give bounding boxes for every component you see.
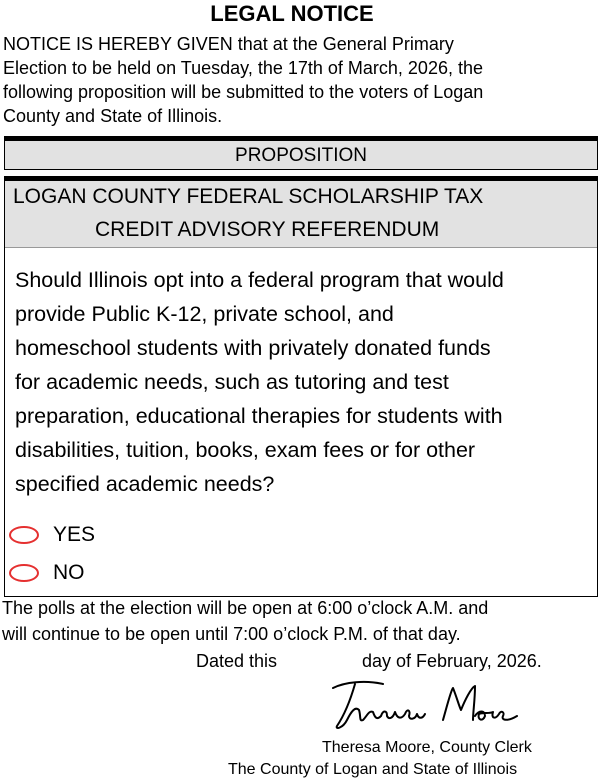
question-line: homeschool students with privately donat… xyxy=(15,336,491,360)
question-line: specified academic needs? xyxy=(15,472,275,496)
dated-prefix: Dated this xyxy=(196,651,278,671)
question-line: for academic needs, such as tutoring and… xyxy=(15,370,449,394)
footer-line: will continue to be open until 7:00 o’cl… xyxy=(2,624,461,644)
option-no[interactable]: NO xyxy=(9,561,85,585)
signer-name: Theresa Moore, County Clerk xyxy=(322,739,532,756)
proposition-box: LOGAN COUNTY FEDERAL SCHOLARSHIP TAX CRE… xyxy=(4,176,598,597)
signature-image xyxy=(332,680,518,729)
proposition-title-line: LOGAN COUNTY FEDERAL SCHOLARSHIP TAX xyxy=(13,185,484,208)
proposition-title-line: CREDIT ADVISORY REFERENDUM xyxy=(95,218,440,241)
footer-line: The polls at the election will be open a… xyxy=(2,598,489,618)
intro-line: County and State of Illinois. xyxy=(3,106,223,126)
option-label: NO xyxy=(53,561,85,584)
question-line: Should Illinois opt into a federal progr… xyxy=(15,268,504,292)
proposition-header: PROPOSITION xyxy=(4,141,598,170)
notice-title: LEGAL NOTICE xyxy=(210,1,374,26)
intro-line: Election to be held on Tuesday, the 17th… xyxy=(3,58,483,78)
question-line: disabilities, tuition, books, exam fees … xyxy=(15,438,476,462)
divider xyxy=(4,136,598,141)
question-line: preparation, educational therapies for s… xyxy=(15,404,503,428)
option-label: YES xyxy=(53,523,96,546)
vote-oval-icon[interactable] xyxy=(9,564,39,582)
dated-suffix: day of February, 2026. xyxy=(362,651,542,671)
signer-organization: The County of Logan and State of Illinoi… xyxy=(228,761,518,778)
option-yes[interactable]: YES xyxy=(9,523,95,547)
vote-oval-icon[interactable] xyxy=(9,526,39,544)
intro-line: following proposition will be submitted … xyxy=(3,82,484,102)
proposition-title: LOGAN COUNTY FEDERAL SCHOLARSHIP TAX CRE… xyxy=(5,181,597,248)
question-line: provide Public K-12, private school, and xyxy=(15,302,394,326)
intro-line: NOTICE IS HEREBY GIVEN that at the Gener… xyxy=(3,34,454,54)
